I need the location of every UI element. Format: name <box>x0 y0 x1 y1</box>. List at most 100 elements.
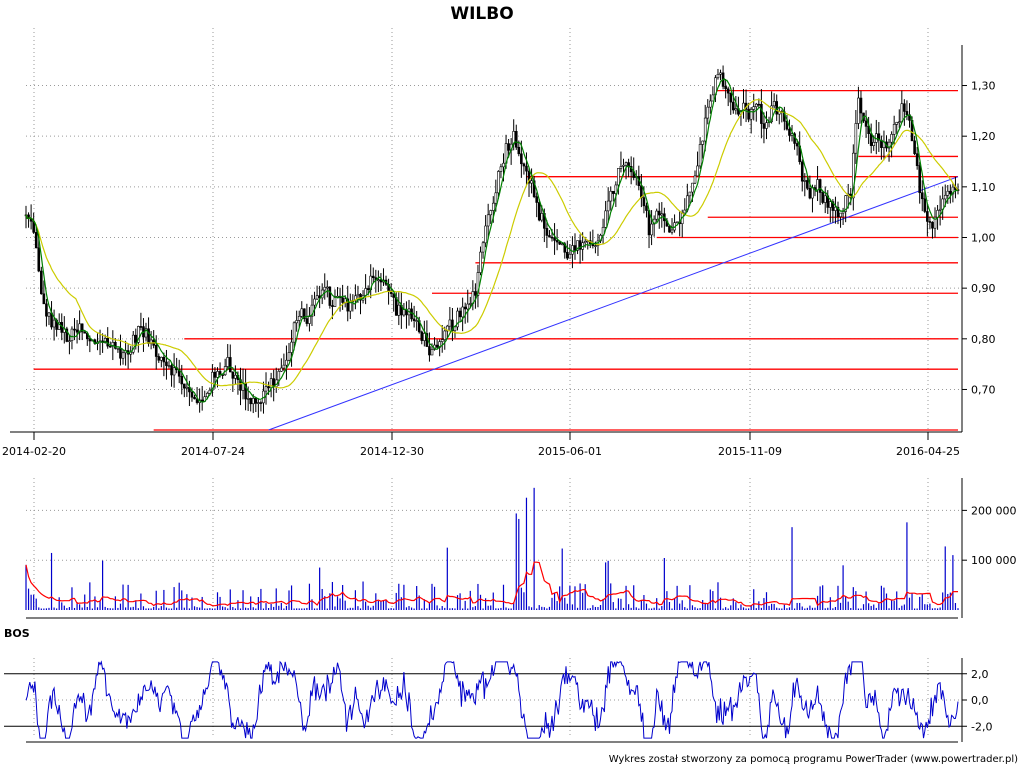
volume-bar <box>53 607 55 610</box>
volume-bar <box>796 602 798 610</box>
candle-body <box>540 213 544 221</box>
volume-bar <box>329 593 331 610</box>
volume-bar <box>891 600 893 610</box>
candle-body <box>440 339 444 342</box>
volume-bar <box>551 597 553 610</box>
volume-bar <box>855 591 857 610</box>
candle-body <box>305 318 309 324</box>
y-tick-label: 1,10 <box>971 181 996 194</box>
volume-bar <box>868 603 870 610</box>
volume-bar <box>25 564 27 610</box>
volume-bar <box>788 607 791 610</box>
volume-bar <box>214 608 216 610</box>
candle-body <box>134 334 138 343</box>
candle-body <box>170 365 173 376</box>
volume-bar <box>781 608 783 610</box>
volume-bar <box>576 607 579 610</box>
volume-bar <box>811 607 814 610</box>
candle-body <box>144 328 148 338</box>
candle-body <box>415 320 418 322</box>
candle-body <box>897 121 901 124</box>
volume-bar <box>38 607 40 610</box>
volume-bar <box>316 608 318 610</box>
volume-bar <box>602 598 604 610</box>
volume-bar <box>224 607 226 610</box>
candle-body <box>545 228 549 236</box>
candle-body <box>571 245 574 255</box>
bos-y-tick-label: -2,0 <box>971 720 992 733</box>
candle-body <box>259 402 263 404</box>
volume-bar <box>40 608 42 610</box>
volume-bar <box>280 602 282 610</box>
candle-body <box>872 142 876 146</box>
candle-body <box>923 198 927 212</box>
candle-body <box>52 319 56 328</box>
volume-bar <box>640 600 642 610</box>
candle-body <box>341 297 344 303</box>
volume-bar <box>301 608 303 610</box>
candle-body <box>234 374 237 379</box>
candle-body <box>709 100 712 108</box>
volume-bar <box>66 608 68 610</box>
volume-bar <box>247 608 249 610</box>
candle-body <box>448 319 452 327</box>
candle-body <box>831 201 835 211</box>
volume-bar <box>648 608 650 610</box>
volume-bar <box>385 600 387 610</box>
candle-body <box>576 240 579 251</box>
volume-bar <box>745 608 747 610</box>
volume-bar <box>605 562 607 610</box>
candle-body <box>655 210 658 220</box>
volume-bar <box>722 608 724 610</box>
candle-body <box>366 288 370 291</box>
volume-bar <box>607 560 609 610</box>
volume-average-line <box>25 561 958 607</box>
volume-bar <box>94 596 96 610</box>
candle-body <box>37 247 41 272</box>
candle-body <box>463 306 467 310</box>
volume-bar <box>375 593 377 610</box>
candle-body <box>328 286 332 306</box>
x-tick-label: 2015-11-09 <box>718 445 782 458</box>
candle-body <box>765 122 768 129</box>
volume-bar <box>124 607 127 610</box>
candle-body <box>578 240 582 250</box>
candle-body <box>806 180 809 189</box>
volume-bar <box>518 518 520 610</box>
volume-bar <box>135 600 137 610</box>
volume-y-tick-label: 100 000 <box>971 554 1017 567</box>
candle-body <box>668 225 671 233</box>
volume-bar <box>765 592 768 610</box>
candle-body <box>489 210 493 216</box>
volume-bar <box>165 607 168 610</box>
candle-body <box>841 211 845 214</box>
candle-body <box>507 143 510 151</box>
volume-bar <box>663 558 665 610</box>
candle-body <box>913 140 916 154</box>
volume-bar <box>439 608 441 610</box>
volume-bar <box>926 604 928 610</box>
volume-bar <box>275 588 277 610</box>
volume-bar <box>862 604 865 610</box>
candle-body <box>726 88 730 94</box>
candle-body <box>857 97 860 124</box>
volume-bar <box>791 527 793 610</box>
candle-body <box>808 187 812 199</box>
volume-bar <box>201 596 203 610</box>
volume-bar <box>592 605 594 610</box>
candle-body <box>42 293 46 305</box>
volume-bar <box>658 608 660 610</box>
volume-bar <box>336 596 339 610</box>
candle-body <box>834 206 837 211</box>
volume-panel: 100 000 200 000 <box>25 478 1017 619</box>
candle-body <box>165 361 168 366</box>
candle-body <box>116 347 120 350</box>
volume-bar <box>525 497 528 610</box>
candle-body <box>670 229 674 233</box>
moving-average-fast <box>25 78 959 403</box>
bos-y-tick-label: 2,0 <box>971 668 989 681</box>
candle-body <box>287 352 291 361</box>
candle-body <box>157 356 161 361</box>
volume-bar <box>487 605 489 610</box>
